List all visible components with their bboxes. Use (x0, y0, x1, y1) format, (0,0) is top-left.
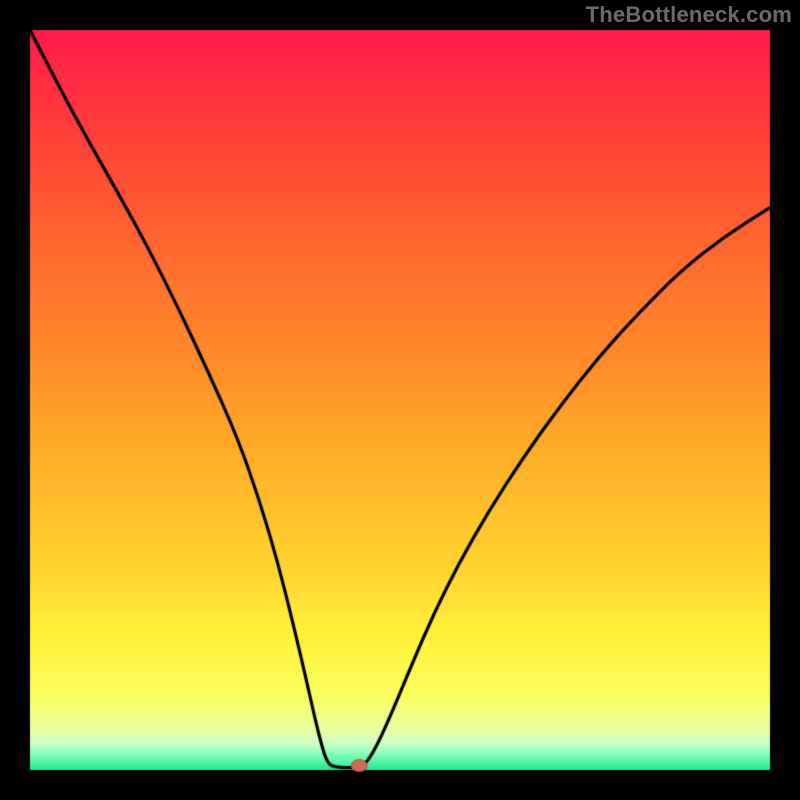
chart-stage: TheBottleneck.com (0, 0, 800, 800)
bottleneck-curve-chart (0, 0, 800, 800)
watermark-label: TheBottleneck.com (586, 2, 792, 28)
